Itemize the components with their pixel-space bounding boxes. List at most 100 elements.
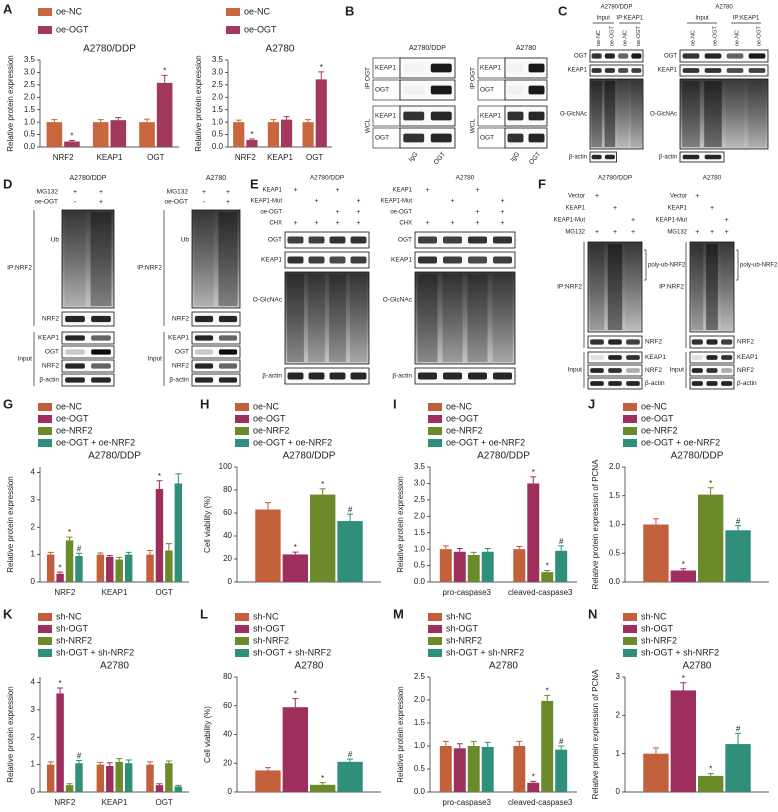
error-bar xyxy=(156,783,163,786)
row-label: poly-ub-NRF2 xyxy=(648,263,686,269)
row-label: OGT xyxy=(664,54,677,60)
x-tick-label: OGT xyxy=(306,153,323,162)
blot-band xyxy=(443,236,462,244)
blot-band xyxy=(287,372,304,380)
blot-band xyxy=(403,64,424,73)
y-tick-label: 60 xyxy=(223,508,232,517)
y-tick-label: 3 xyxy=(31,495,36,504)
blot-band xyxy=(430,111,452,121)
legend-swatch xyxy=(226,8,240,16)
legend-swatch xyxy=(623,427,637,435)
panel-letter: E xyxy=(250,176,259,191)
blot-band xyxy=(704,154,722,160)
y-tick-label: 1.5 xyxy=(414,528,426,537)
blot-strip xyxy=(191,359,241,373)
legend-swatch xyxy=(428,625,442,633)
blot-band xyxy=(65,315,85,323)
blot-band xyxy=(194,349,214,355)
error-bar xyxy=(51,119,58,123)
blot-band xyxy=(626,339,640,345)
bar xyxy=(46,122,63,147)
legend-swatch xyxy=(38,427,52,435)
legend-swatch xyxy=(428,637,442,645)
bar xyxy=(246,140,258,147)
y-tick-label: 2.5 xyxy=(212,80,224,89)
bar xyxy=(64,141,80,147)
row-label: NRF2 xyxy=(645,339,662,346)
significance-marker: * xyxy=(321,480,324,489)
error-bar xyxy=(115,117,122,121)
blot-band xyxy=(591,68,602,73)
y-axis-label: Relative protein expression of PCNA xyxy=(591,459,600,590)
row-label: β-actin xyxy=(392,373,412,380)
error-bar xyxy=(516,740,523,746)
bar xyxy=(96,554,105,582)
row-label: NRF2 xyxy=(645,367,662,374)
blot-band xyxy=(65,363,85,369)
lane-label: oe-OGT xyxy=(756,25,762,46)
blot-band xyxy=(590,339,604,345)
x-tick-label: KEAP1 xyxy=(97,153,123,162)
treatment: CHX xyxy=(399,221,412,227)
x-tick-label: pro-caspase3 xyxy=(443,798,492,807)
blot-strip xyxy=(589,49,644,63)
legend-swatch xyxy=(623,403,637,411)
bar xyxy=(310,494,336,582)
y-tick-label: 60 xyxy=(223,701,232,710)
row-label: KEAP1 xyxy=(38,335,59,342)
cell-line: A2780/DDP xyxy=(598,175,632,182)
group-label: IP:NRF2 xyxy=(557,284,582,291)
error-bar xyxy=(680,682,687,691)
blot-band xyxy=(508,64,524,73)
blot-lane xyxy=(194,212,214,306)
y-tick-label: 20 xyxy=(223,554,232,563)
sign: + xyxy=(425,187,429,194)
blot-band xyxy=(468,256,487,264)
blot-band xyxy=(194,335,214,341)
row-label: O-GlcNAc xyxy=(253,297,283,304)
chart-title: A2780 xyxy=(100,661,129,672)
group-label: Input xyxy=(148,356,163,363)
bar xyxy=(267,122,279,147)
blot-band xyxy=(591,154,602,160)
error-bar xyxy=(735,525,742,531)
sign: + xyxy=(631,229,635,236)
blot-band xyxy=(721,355,733,360)
lane-label: oe-NC xyxy=(596,30,602,46)
legend-swatch xyxy=(428,439,442,447)
row-label: KEAP1 xyxy=(480,113,501,120)
x-tick-label: cleaved-caspase3 xyxy=(508,588,573,597)
group-label: IP:OGT xyxy=(470,67,477,89)
row-label: KEAP1 xyxy=(375,65,396,72)
legend-swatch xyxy=(235,613,249,621)
significance-marker: * xyxy=(158,472,161,481)
chart-title: A2780 xyxy=(683,661,712,672)
error-bar xyxy=(347,513,354,522)
sign: + xyxy=(314,220,318,227)
blot-lane xyxy=(704,81,722,147)
blot-strip xyxy=(504,105,548,127)
blot-band xyxy=(91,315,111,323)
y-tick-label: 1.0 xyxy=(609,520,621,529)
treatment: CHX xyxy=(269,221,282,227)
blot-band xyxy=(528,85,545,95)
row-label: OGT xyxy=(268,237,282,244)
legend-label: sh-NRF2 xyxy=(446,635,482,645)
legend-label: oe-OGT xyxy=(56,413,89,423)
error-bar xyxy=(106,762,113,766)
bar xyxy=(481,746,494,792)
error-bar xyxy=(57,571,64,574)
legend-swatch xyxy=(235,415,249,423)
significance-marker: # xyxy=(348,750,353,759)
sign: + xyxy=(450,198,454,205)
row-label: β-actin xyxy=(262,373,282,380)
blot-strip xyxy=(414,367,516,385)
lane-label: oe-OGT xyxy=(712,25,718,46)
blot-strip xyxy=(679,64,769,77)
bar xyxy=(643,753,669,792)
lane-label: oe-NC xyxy=(734,30,740,46)
legend-label: oe-NC xyxy=(641,401,668,411)
y-tick-label: 2 xyxy=(31,522,36,531)
blot-lane xyxy=(589,244,605,330)
